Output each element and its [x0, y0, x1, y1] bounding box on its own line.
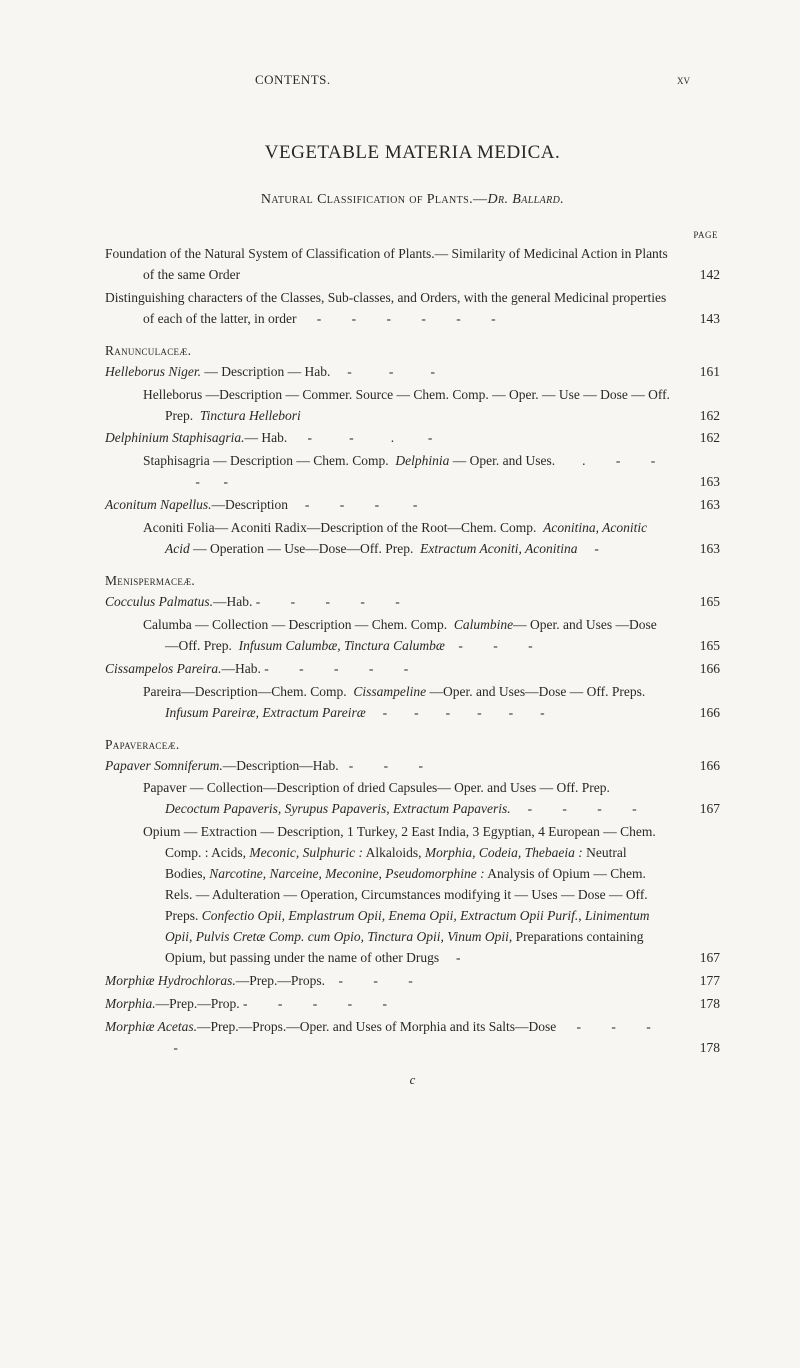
- toc-entry: Calumba — Collection — Description — Che…: [105, 615, 720, 657]
- entry-text: Distinguishing characters of the Classes…: [105, 288, 690, 330]
- entry-text: Helleborus Niger. — Description — Hab. -…: [105, 362, 690, 383]
- section-heading: Menispermaceæ.: [105, 573, 720, 589]
- page-header: CONTENTS. xv: [105, 72, 720, 88]
- entry-text: Pareira—Description—Chem. Comp. Cissampe…: [105, 682, 690, 724]
- entry-page-number: 162: [690, 406, 720, 427]
- entry-text: Calumba — Collection — Description — Che…: [105, 615, 690, 657]
- toc-entry: Delphinium Staphisagria.— Hab. - - . -16…: [105, 428, 720, 449]
- entry-page-number: 165: [690, 592, 720, 613]
- entry-page-number: 167: [690, 799, 720, 820]
- entry-text: Delphinium Staphisagria.— Hab. - - . -: [105, 428, 690, 449]
- entry-text: Papaver — Collection—Description of drie…: [105, 778, 690, 820]
- toc-entry: Helleborus Niger. — Description — Hab. -…: [105, 362, 720, 383]
- entry-page-number: 163: [690, 539, 720, 560]
- toc-entry: Distinguishing characters of the Classes…: [105, 288, 720, 330]
- entry-page-number: 162: [690, 428, 720, 449]
- toc-entry: Papaver — Collection—Description of drie…: [105, 778, 720, 820]
- entry-text: Staphisagria — Description — Chem. Comp.…: [105, 451, 690, 493]
- toc-entry: Staphisagria — Description — Chem. Comp.…: [105, 451, 720, 493]
- entry-text: Foundation of the Natural System of Clas…: [105, 244, 690, 286]
- entry-page-number: 178: [690, 994, 720, 1015]
- entry-text: Opium — Extraction — Description, 1 Turk…: [105, 822, 690, 968]
- entry-text: Cocculus Palmatus.—Hab. - - - - -: [105, 592, 690, 613]
- toc-entry: Aconitum Napellus.—Description - - - -16…: [105, 495, 720, 516]
- entry-text: Cissampelos Pareira.—Hab. - - - - -: [105, 659, 690, 680]
- entry-page-number: 166: [690, 659, 720, 680]
- entry-text: Aconiti Folia— Aconiti Radix—Description…: [105, 518, 690, 560]
- entry-page-number: 143: [690, 309, 720, 330]
- toc-entry: Helleborus —Description — Commer. Source…: [105, 385, 720, 427]
- entry-text: Morphiæ Hydrochloras.—Prep.—Props. - - -: [105, 971, 690, 992]
- section-heading: Ranunculaceæ.: [105, 343, 720, 359]
- toc-entry: Cocculus Palmatus.—Hab. - - - - -165: [105, 592, 720, 613]
- toc-entry: Aconiti Folia— Aconiti Radix—Description…: [105, 518, 720, 560]
- contents-list: Foundation of the Natural System of Clas…: [105, 244, 720, 1058]
- header-title: CONTENTS.: [255, 72, 331, 88]
- page-column-label: PAGE: [105, 230, 720, 240]
- entry-page-number: 165: [690, 636, 720, 657]
- entry-text: Papaver Somniferum.—Description—Hab. - -…: [105, 756, 690, 777]
- entry-page-number: 161: [690, 362, 720, 383]
- toc-entry: Opium — Extraction — Description, 1 Turk…: [105, 822, 720, 968]
- entry-page-number: 177: [690, 971, 720, 992]
- entry-page-number: 178: [690, 1038, 720, 1059]
- toc-entry: Cissampelos Pareira.—Hab. - - - - -166: [105, 659, 720, 680]
- toc-entry: Foundation of the Natural System of Clas…: [105, 244, 720, 286]
- subtitle: Natural Classification of Plants.—Dr. Ba…: [105, 192, 720, 208]
- page-number-roman: xv: [677, 72, 690, 88]
- toc-entry: Morphiæ Hydrochloras.—Prep.—Props. - - -…: [105, 971, 720, 992]
- entry-text: Morphia.—Prep.—Prop. - - - - -: [105, 994, 690, 1015]
- entry-page-number: 163: [690, 495, 720, 516]
- signature-mark: c: [105, 1072, 720, 1088]
- entry-page-number: 166: [690, 756, 720, 777]
- subtitle-text: Natural Classification of Plants.—: [261, 192, 488, 207]
- entry-text: Helleborus —Description — Commer. Source…: [105, 385, 690, 427]
- entry-page-number: 163: [690, 472, 720, 493]
- toc-entry: Morphia.—Prep.—Prop. - - - - -178: [105, 994, 720, 1015]
- main-title: VEGETABLE MATERIA MEDICA.: [105, 142, 720, 164]
- entry-text: Aconitum Napellus.—Description - - - -: [105, 495, 690, 516]
- toc-entry: Morphiæ Acetas.—Prep.—Props.—Oper. and U…: [105, 1017, 720, 1059]
- entry-page-number: 142: [690, 265, 720, 286]
- subtitle-author: Dr. Ballard.: [487, 192, 564, 207]
- entry-text: Morphiæ Acetas.—Prep.—Props.—Oper. and U…: [105, 1017, 690, 1059]
- toc-entry: Papaver Somniferum.—Description—Hab. - -…: [105, 756, 720, 777]
- toc-entry: Pareira—Description—Chem. Comp. Cissampe…: [105, 682, 720, 724]
- section-heading: Papaveraceæ.: [105, 737, 720, 753]
- entry-page-number: 166: [690, 703, 720, 724]
- entry-page-number: 167: [690, 948, 720, 969]
